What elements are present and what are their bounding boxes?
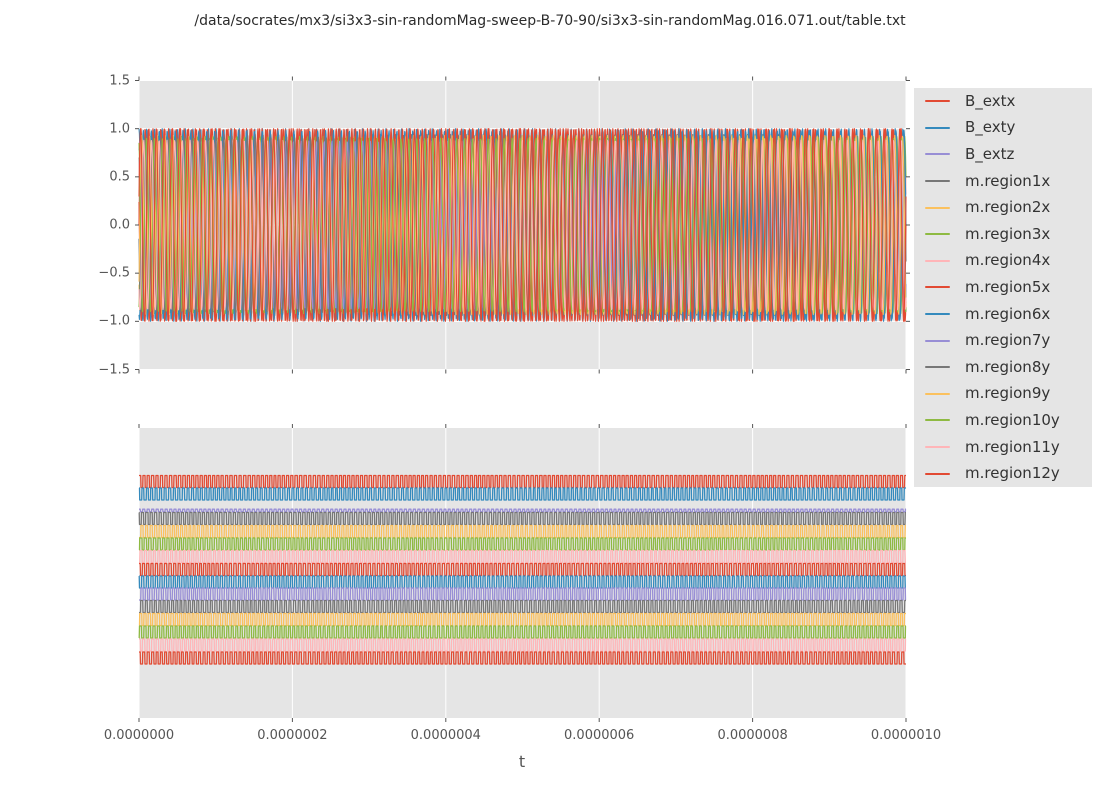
series-bottom-m.region5x [138, 562, 907, 577]
legend-line-sample [925, 180, 950, 183]
legend-line-sample [925, 339, 950, 342]
legend-row: m.region5x [914, 274, 1092, 300]
legend-line-sample [925, 206, 950, 209]
legend: B_extx B_exty B_extz m.region1x m.region2x m.… [914, 88, 1092, 487]
legend-label: m.region12y [965, 464, 1060, 483]
legend-label: m.region1x [965, 171, 1051, 190]
y-tick-label: 1.0 [109, 121, 130, 137]
legend-line-sample [925, 366, 950, 369]
legend-line-sample [925, 392, 950, 395]
bottom-plot-series [138, 474, 907, 665]
legend-label: B_extx [965, 91, 1016, 110]
legend-row: m.region8y [914, 354, 1092, 380]
legend-row: B_extx [914, 88, 1092, 114]
series-bottom-m.region1x [138, 511, 907, 526]
y-tick-label: −1.5 [98, 362, 130, 377]
x-tick-label: 0.0000010 [870, 728, 942, 743]
series-bottom-m.region8y [138, 599, 907, 614]
y-tick-label: 0.0 [109, 217, 130, 233]
legend-label: B_exty [965, 118, 1016, 137]
x-tick-label: 0.0000000 [103, 728, 175, 743]
legend-line-sample [925, 286, 950, 289]
x-axis-label: t [518, 752, 526, 771]
legend-label: B_extz [965, 144, 1015, 163]
legend-line-sample [925, 313, 950, 316]
legend-line-sample [925, 233, 950, 236]
legend-row: m.region4x [914, 248, 1092, 274]
legend-label: m.region4x [965, 251, 1051, 270]
legend-line-sample [925, 259, 950, 262]
legend-row: m.region11y [914, 434, 1092, 460]
legend-label: m.region11y [965, 437, 1060, 456]
legend-label: m.region7y [965, 331, 1051, 350]
y-tick-label: −1.0 [98, 313, 130, 329]
series-bottom-m.region4x [138, 549, 907, 564]
series-bottom-m.region11y [138, 638, 907, 652]
top-plot-series [138, 128, 907, 322]
legend-row: m.region6x [914, 301, 1092, 327]
legend-line-sample [925, 419, 950, 422]
legend-label: m.region8y [965, 357, 1051, 376]
figure-title: /data/socrates/mx3/si3x3-sin-randomMag-s… [194, 13, 906, 29]
legend-row: m.region10y [914, 407, 1092, 433]
series-bottom-B_exty [138, 487, 907, 501]
series-bottom-B_extz [138, 508, 907, 513]
legend-label: m.region2x [965, 198, 1051, 217]
legend-line-sample [925, 153, 950, 156]
y-tick-label: 1.5 [109, 73, 130, 88]
legend-label: m.region10y [965, 410, 1060, 429]
legend-row: B_exty [914, 115, 1092, 141]
legend-line-sample [925, 446, 950, 449]
legend-row: m.region9y [914, 381, 1092, 407]
series-bottom-m.region12y [138, 651, 907, 665]
legend-row: B_extz [914, 141, 1092, 167]
legend-row: m.region7y [914, 328, 1092, 354]
legend-line-sample [925, 100, 950, 103]
x-tick-label: 0.0000002 [257, 728, 328, 743]
legend-row: m.region2x [914, 195, 1092, 221]
legend-label: m.region6x [965, 304, 1051, 323]
y-tick-label: 0.5 [109, 169, 130, 185]
legend-row: m.region3x [914, 221, 1092, 247]
x-tick-label: 0.0000008 [717, 728, 788, 743]
series-bottom-m.region10y [138, 625, 907, 639]
y-tick-label: −0.5 [98, 265, 130, 281]
series-top-m.region12y [138, 128, 907, 322]
legend-line-sample [925, 472, 950, 475]
legend-label: m.region3x [965, 224, 1051, 243]
tick-marks [135, 76, 910, 722]
legend-row: m.region1x [914, 168, 1092, 194]
legend-label: m.region9y [965, 384, 1051, 403]
series-bottom-B_extx [138, 474, 907, 489]
x-tick-label: 0.0000004 [410, 728, 481, 743]
legend-line-sample [925, 126, 950, 129]
legend-row: m.region12y [914, 461, 1092, 487]
legend-label: m.region5x [965, 277, 1051, 296]
x-tick-label: 0.0000006 [564, 728, 635, 743]
